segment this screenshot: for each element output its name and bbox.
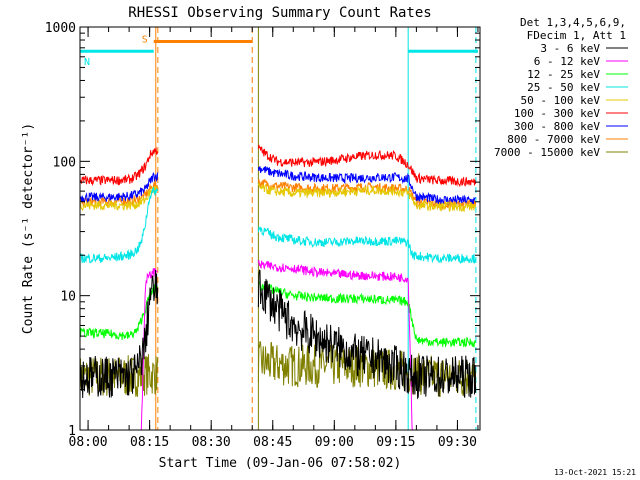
series-line xyxy=(79,166,476,206)
legend-label: 100 - 300 keV xyxy=(514,107,600,120)
legend-label: 300 - 800 keV xyxy=(514,120,600,133)
legend-label: 800 - 7000 keV xyxy=(507,133,600,146)
plot-frame xyxy=(79,26,481,431)
series-line xyxy=(79,181,477,213)
legend-label: 12 - 25 keV xyxy=(527,68,600,81)
legend-entry: 7000 - 15000 keV xyxy=(494,146,628,159)
legend-label: 3 - 6 keV xyxy=(540,42,600,55)
x-tick-label: 09:00 xyxy=(315,435,354,450)
x-axis-label: Start Time (09-Jan-06 07:58:02) xyxy=(159,456,402,471)
legend-entry: 50 - 100 keV xyxy=(521,94,628,107)
x-tick-label: 09:15 xyxy=(376,435,415,450)
marker-label: N xyxy=(84,57,90,68)
legend-entry: 300 - 800 keV xyxy=(514,120,628,133)
y-axis-label: Count Rate (s⁻¹ detector⁻¹) xyxy=(21,123,36,334)
series-12-25-kev xyxy=(79,280,477,348)
series-100-300-kev xyxy=(79,144,477,188)
series-line xyxy=(79,186,477,265)
series-3-6-kev xyxy=(79,269,477,400)
y-tick-label: 10 xyxy=(60,290,76,305)
legend-entry: 800 - 7000 keV xyxy=(507,133,628,146)
legend-label: 50 - 100 keV xyxy=(521,94,601,107)
legend-label: 25 - 50 keV xyxy=(527,81,600,94)
series-6-12-kev xyxy=(80,260,476,431)
legend-entry: 6 - 12 keV xyxy=(534,55,628,68)
x-tick-label: 08:00 xyxy=(69,435,108,450)
series-line xyxy=(79,280,477,348)
legend-entry: 12 - 25 keV xyxy=(527,68,628,81)
chart-title: RHESSI Observing Summary Count Rates xyxy=(128,5,431,21)
series-line xyxy=(80,260,476,431)
legend-header: Det 1,3,4,5,6,9, xyxy=(520,16,626,29)
generation-timestamp: 13-Oct-2021 15:21 xyxy=(554,468,636,477)
series-50-100-kev xyxy=(79,181,477,213)
legend-entry: 100 - 300 keV xyxy=(514,107,628,120)
y-tick-label: 100 xyxy=(53,155,76,170)
series-300-800-kev xyxy=(79,166,476,206)
legend-label: 6 - 12 keV xyxy=(534,55,601,68)
x-tick-label: 08:30 xyxy=(192,435,231,450)
y-tick-label: 1 xyxy=(68,424,76,439)
legend-label: 7000 - 15000 keV xyxy=(494,146,600,159)
series-25-50-kev xyxy=(79,186,477,265)
x-tick-label: 08:45 xyxy=(253,435,292,450)
series-line xyxy=(79,269,477,400)
plot-area: SN xyxy=(79,27,478,431)
legend: Det 1,3,4,5,6,9,FDecim 1, Att 13 - 6 keV… xyxy=(494,16,628,159)
x-tick-label: 08:15 xyxy=(130,435,169,450)
marker-label: S xyxy=(142,34,148,45)
legend-header: FDecim 1, Att 1 xyxy=(527,29,626,42)
x-tick-label: 09:30 xyxy=(438,435,477,450)
y-tick-label: 1000 xyxy=(45,21,76,36)
legend-entry: 3 - 6 keV xyxy=(540,42,628,55)
legend-entry: 25 - 50 keV xyxy=(527,81,628,94)
series-line xyxy=(79,144,477,188)
